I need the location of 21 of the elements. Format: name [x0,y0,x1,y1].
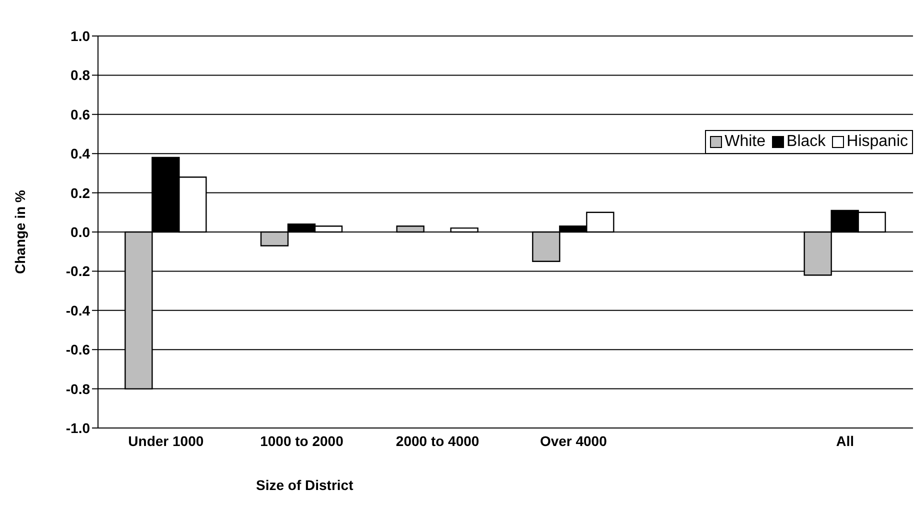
legend-label: Black [786,132,826,152]
y-axis-title: Change in % [12,189,28,274]
y-tick-label: 0.0 [70,224,90,240]
x-tick-label: Over 4000 [540,432,608,449]
y-tick-label: 0.2 [70,184,90,201]
y-tick-label: -0.6 [66,342,90,358]
x-tick-label: 1000 to 2000 [260,432,344,449]
legend-label: White [724,132,766,152]
x-axis-title: Size of District [256,477,354,493]
y-tick-label: -0.8 [66,380,90,397]
y-tick-label: 0.6 [70,106,90,122]
x-tick-label: Under 1000 [128,432,204,449]
y-tick-label: 1.0 [70,28,90,44]
legend-label: Hispanic [846,132,908,152]
y-tick-label: -0.4 [66,302,90,318]
y-tick-label: 0.8 [70,67,90,84]
y-tick-label: -1.0 [66,420,90,436]
y-tick-label: -0.2 [66,263,90,280]
x-tick-label: All [836,432,854,449]
x-tick-label: 2000 to 4000 [396,432,480,449]
y-tick-label: 0.4 [70,146,90,162]
